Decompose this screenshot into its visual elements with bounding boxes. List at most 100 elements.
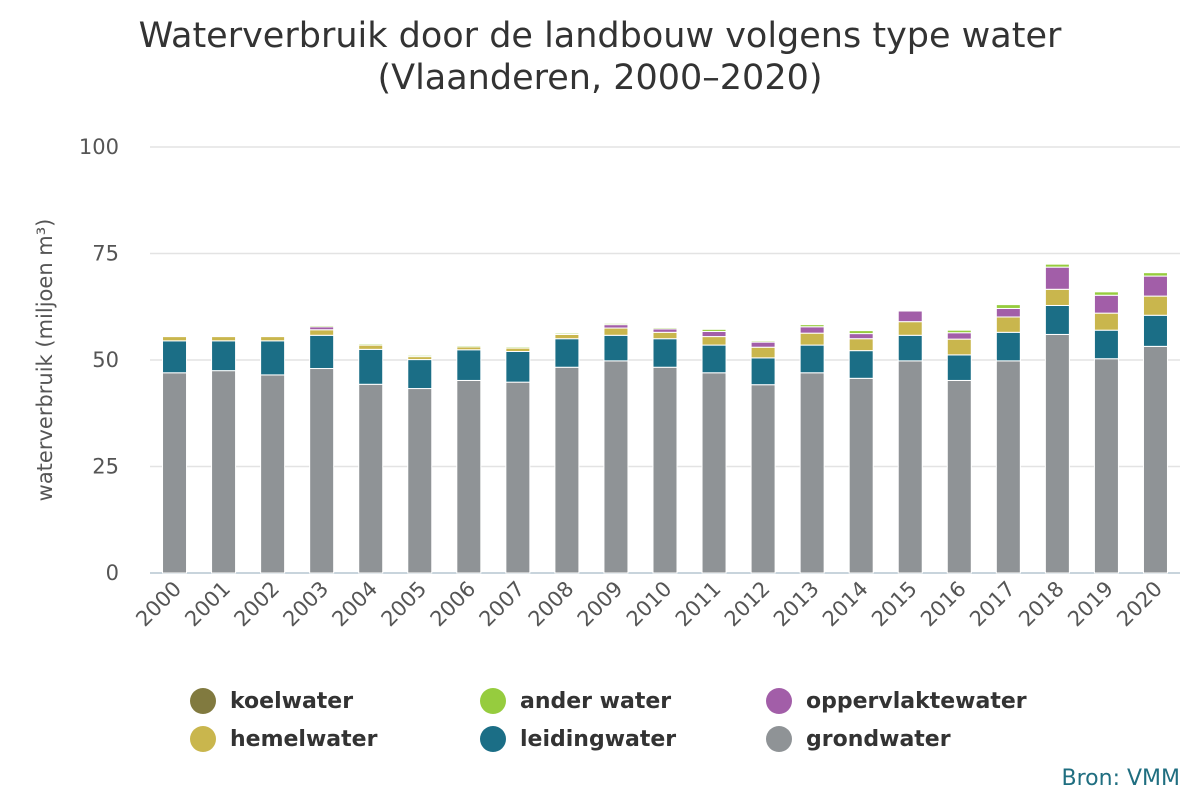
bar-segment-hemelwater-2008[interactable] — [554, 333, 580, 340]
legend-item-grondwater[interactable]: grondwater — [766, 722, 951, 756]
bar-segment-ander-water-2004[interactable] — [358, 343, 384, 346]
bar-segment-hemelwater-2017[interactable] — [995, 316, 1021, 333]
bar-segment-grondwater-2005[interactable] — [407, 388, 433, 574]
bar-segment-ander-water-2016[interactable] — [946, 329, 972, 334]
bar-segment-ander-water-2019[interactable] — [1093, 291, 1119, 296]
bar-segment-grondwater-2006[interactable] — [456, 379, 482, 574]
bar-segment-ander-water-2000[interactable] — [162, 335, 188, 338]
bar-segment-leidingwater-2002[interactable] — [260, 340, 286, 376]
bar-segment-ander-water-2011[interactable] — [701, 328, 727, 332]
bar-segment-ander-water-2005[interactable] — [407, 354, 433, 358]
bar-segment-ander-water-2003[interactable] — [309, 324, 335, 328]
bar-segment-hemelwater-2020[interactable] — [1142, 295, 1168, 316]
bar-segment-ander-water-2020[interactable] — [1142, 272, 1168, 277]
bar-segment-leidingwater-2007[interactable] — [505, 350, 531, 383]
bar-segment-grondwater-2007[interactable] — [505, 381, 531, 574]
bar-segment-hemelwater-2019[interactable] — [1093, 312, 1119, 331]
bar-segment-grondwater-2020[interactable] — [1142, 345, 1168, 574]
legend-item-leidingwater[interactable]: leidingwater — [480, 722, 676, 756]
bar-segment-grondwater-2008[interactable] — [554, 366, 580, 574]
bar-segment-leidingwater-2020[interactable] — [1142, 314, 1168, 347]
bar-segment-leidingwater-2013[interactable] — [799, 344, 825, 374]
bar-segment-ander-water-2017[interactable] — [995, 304, 1021, 309]
bar-segment-grondwater-2000[interactable] — [162, 372, 188, 574]
bar-segment-hemelwater-2011[interactable] — [701, 336, 727, 346]
bar-segment-leidingwater-2004[interactable] — [358, 348, 384, 385]
bar-segment-leidingwater-2015[interactable] — [897, 334, 923, 362]
bar-segment-grondwater-2002[interactable] — [260, 374, 286, 574]
bar-segment-hemelwater-2013[interactable] — [799, 332, 825, 346]
bar-segment-ander-water-2007[interactable] — [505, 346, 531, 349]
bar-segment-leidingwater-2011[interactable] — [701, 344, 727, 374]
bar-segment-leidingwater-2019[interactable] — [1093, 329, 1119, 360]
bar-segment-grondwater-2016[interactable] — [946, 379, 972, 574]
bar-segment-grondwater-2012[interactable] — [750, 384, 776, 574]
bar-segment-oppervlaktewater-2017[interactable] — [995, 307, 1021, 318]
bar-segment-hemelwater-2016[interactable] — [946, 338, 972, 356]
bar-segment-leidingwater-2014[interactable] — [848, 350, 874, 379]
bar-segment-leidingwater-2016[interactable] — [946, 354, 972, 381]
bar-segment-oppervlaktewater-2012[interactable] — [750, 341, 776, 348]
bar-segment-leidingwater-2018[interactable] — [1044, 304, 1070, 335]
bar-segment-hemelwater-2009[interactable] — [603, 327, 629, 336]
bar-segment-leidingwater-2006[interactable] — [456, 349, 482, 381]
bar-segment-hemelwater-2004[interactable] — [358, 344, 384, 350]
legend-item-hemelwater[interactable]: hemelwater — [190, 722, 377, 756]
bar-segment-leidingwater-2003[interactable] — [309, 334, 335, 370]
bar-segment-leidingwater-2010[interactable] — [652, 338, 678, 368]
bar-segment-oppervlaktewater-2010[interactable] — [652, 328, 678, 333]
bar-segment-ander-water-2015[interactable] — [897, 309, 923, 312]
bar-segment-oppervlaktewater-2019[interactable] — [1093, 294, 1119, 314]
bar-segment-ander-water-2012[interactable] — [750, 340, 776, 343]
bar-segment-ander-water-2006[interactable] — [456, 345, 482, 348]
bar-segment-hemelwater-2007[interactable] — [505, 347, 531, 352]
bar-segment-grondwater-2018[interactable] — [1044, 333, 1070, 574]
bar-segment-hemelwater-2001[interactable] — [211, 336, 237, 342]
bar-segment-leidingwater-2017[interactable] — [995, 331, 1021, 362]
bar-segment-ander-water-2013[interactable] — [799, 324, 825, 328]
bar-segment-ander-water-2014[interactable] — [848, 330, 874, 335]
legend-item-koelwater[interactable]: koelwater — [190, 684, 353, 718]
bar-segment-hemelwater-2015[interactable] — [897, 321, 923, 336]
bar-segment-oppervlaktewater-2014[interactable] — [848, 333, 874, 340]
bar-segment-leidingwater-2000[interactable] — [162, 340, 188, 374]
bar-segment-leidingwater-2009[interactable] — [603, 334, 629, 362]
bar-segment-oppervlaktewater-2016[interactable] — [946, 332, 972, 340]
bar-segment-grondwater-2009[interactable] — [603, 360, 629, 574]
bar-segment-grondwater-2019[interactable] — [1093, 358, 1119, 574]
bar-segment-oppervlaktewater-2015[interactable] — [897, 310, 923, 323]
bar-segment-oppervlaktewater-2020[interactable] — [1142, 275, 1168, 297]
bar-segment-grondwater-2004[interactable] — [358, 383, 384, 574]
bar-segment-hemelwater-2003[interactable] — [309, 329, 335, 336]
bar-segment-ander-water-2008[interactable] — [554, 332, 580, 335]
bar-segment-hemelwater-2000[interactable] — [162, 336, 188, 342]
bar-segment-oppervlaktewater-2009[interactable] — [603, 324, 629, 329]
bar-segment-grondwater-2010[interactable] — [652, 366, 678, 574]
bar-segment-leidingwater-2001[interactable] — [211, 340, 237, 372]
bar-segment-grondwater-2013[interactable] — [799, 372, 825, 574]
bar-segment-ander-water-2001[interactable] — [211, 335, 237, 338]
bar-segment-grondwater-2014[interactable] — [848, 377, 874, 574]
bar-segment-oppervlaktewater-2018[interactable] — [1044, 266, 1070, 290]
bar-segment-hemelwater-2010[interactable] — [652, 331, 678, 340]
bar-segment-oppervlaktewater-2013[interactable] — [799, 326, 825, 334]
bar-segment-oppervlaktewater-2011[interactable] — [701, 330, 727, 338]
bar-segment-hemelwater-2002[interactable] — [260, 336, 286, 342]
legend-item-oppervlaktewater[interactable]: oppervlaktewater — [766, 684, 1027, 718]
bar-segment-ander-water-2010[interactable] — [652, 327, 678, 330]
bar-segment-leidingwater-2005[interactable] — [407, 359, 433, 390]
bar-segment-grondwater-2001[interactable] — [211, 370, 237, 574]
bar-segment-grondwater-2015[interactable] — [897, 360, 923, 574]
bar-segment-leidingwater-2012[interactable] — [750, 357, 776, 386]
bar-segment-hemelwater-2018[interactable] — [1044, 288, 1070, 306]
bar-segment-ander-water-2009[interactable] — [603, 322, 629, 326]
bar-segment-hemelwater-2014[interactable] — [848, 338, 874, 352]
bar-segment-grondwater-2017[interactable] — [995, 360, 1021, 574]
bar-segment-leidingwater-2008[interactable] — [554, 338, 580, 368]
bar-segment-hemelwater-2012[interactable] — [750, 346, 776, 359]
bar-segment-grondwater-2011[interactable] — [701, 372, 727, 574]
bar-segment-grondwater-2003[interactable] — [309, 368, 335, 574]
bar-segment-ander-water-2018[interactable] — [1044, 263, 1070, 268]
legend-item-ander-water[interactable]: ander water — [480, 684, 671, 718]
bar-segment-ander-water-2002[interactable] — [260, 335, 286, 338]
